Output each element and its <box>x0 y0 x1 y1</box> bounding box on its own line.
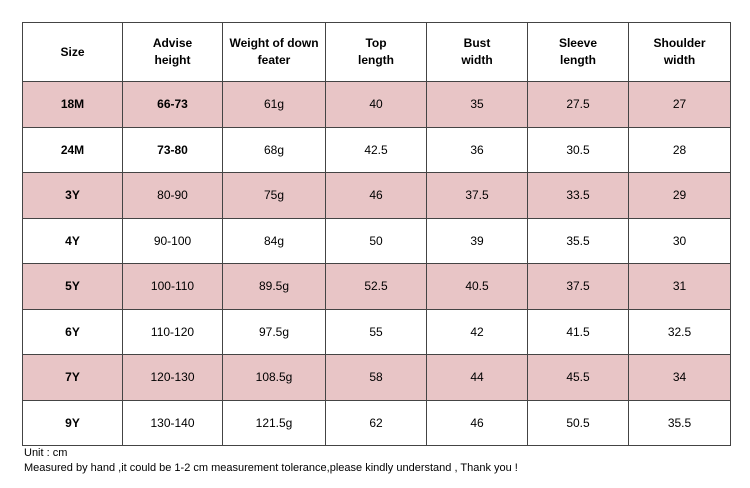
table-row: 6Y 110-120 97.5g 55 42 41.5 32.5 <box>22 308 731 355</box>
table-cell: 44 <box>426 354 528 401</box>
table-cell: 40.5 <box>426 263 528 310</box>
table-cell: 108.5g <box>222 354 326 401</box>
table-cell: 66-73 <box>122 81 223 128</box>
header-cell: Sleeve length <box>527 22 629 82</box>
header-cell: Size <box>22 22 123 82</box>
table-cell: 27.5 <box>527 81 629 128</box>
table-cell: 120-130 <box>122 354 223 401</box>
table-cell: 61g <box>222 81 326 128</box>
header-line: width <box>461 53 493 67</box>
table-cell: 29 <box>628 172 731 219</box>
header-line: Top <box>365 36 387 50</box>
table-cell: 97.5g <box>222 308 326 355</box>
table-row: 3Y 80-90 75g 46 37.5 33.5 29 <box>22 172 731 219</box>
table-cell: 39 <box>426 217 528 264</box>
header-line: Size <box>60 44 85 59</box>
table-cell: 31 <box>628 263 731 310</box>
header-line: Sleeve <box>558 36 598 50</box>
table-cell: 18M <box>22 81 123 128</box>
table-cell: 37.5 <box>527 263 629 310</box>
table-cell: 35 <box>426 81 528 128</box>
header-line: Shoulder <box>653 36 706 50</box>
table-cell: 45.5 <box>527 354 629 401</box>
table-cell: 3Y <box>22 172 123 219</box>
table-row: 9Y 130-140 121.5g 62 46 50.5 35.5 <box>22 399 731 446</box>
table-cell: 30 <box>628 217 731 264</box>
table-cell: 9Y <box>22 399 123 446</box>
header-line: Bust <box>463 36 491 50</box>
table-cell: 89.5g <box>222 263 326 310</box>
measure-note: Measured by hand ,it could be 1-2 cm mea… <box>24 462 518 474</box>
table-cell: 6Y <box>22 308 123 355</box>
table-cell: 55 <box>325 308 427 355</box>
table-cell: 24M <box>22 126 123 173</box>
table-cell: 90-100 <box>122 217 223 264</box>
header-line: width <box>663 53 696 67</box>
table-cell: 42 <box>426 308 528 355</box>
table-cell: 130-140 <box>122 399 223 446</box>
table-cell: 62 <box>325 399 427 446</box>
table-cell: 46 <box>426 399 528 446</box>
table-cell: 68g <box>222 126 326 173</box>
table-cell: 40 <box>325 81 427 128</box>
header-line: height <box>154 53 191 67</box>
table-cell: 80-90 <box>122 172 223 219</box>
header-cell: Bust width <box>426 22 528 82</box>
table-cell: 34 <box>628 354 731 401</box>
table-cell: 50.5 <box>527 399 629 446</box>
table-cell: 35.5 <box>628 399 731 446</box>
table-cell: 35.5 <box>527 217 629 264</box>
header-line: length <box>358 53 394 67</box>
table-row: 18M 66-73 61g 40 35 27.5 27 <box>22 81 731 128</box>
unit-note: Unit : cm <box>24 447 68 459</box>
header-line: feater <box>257 53 291 67</box>
header-cell: Shoulder width <box>628 22 731 82</box>
table-row: 5Y 100-110 89.5g 52.5 40.5 37.5 31 <box>22 263 731 310</box>
table-cell: 110-120 <box>122 308 223 355</box>
table-cell: 46 <box>325 172 427 219</box>
header-row: Size Advise height Weight of down feater Top l… <box>22 22 731 82</box>
table-cell: 32.5 <box>628 308 731 355</box>
table-cell: 4Y <box>22 217 123 264</box>
header-line: Weight of down <box>229 36 319 50</box>
header-cell: Top length <box>325 22 427 82</box>
table-cell: 41.5 <box>527 308 629 355</box>
header-cell: Weight of down feater <box>222 22 326 82</box>
table-cell: 75g <box>222 172 326 219</box>
table-cell: 7Y <box>22 354 123 401</box>
table-cell: 36 <box>426 126 528 173</box>
table-cell: 28 <box>628 126 731 173</box>
table-cell: 33.5 <box>527 172 629 219</box>
header-line: length <box>560 53 596 67</box>
header-line: Advise <box>152 36 193 50</box>
table-cell: 30.5 <box>527 126 629 173</box>
table-body: 18M 66-73 61g 40 35 27.5 27 24M 73-80 68g 42.5 36 30… <box>22 81 731 446</box>
table-cell: 84g <box>222 217 326 264</box>
table-cell: 42.5 <box>325 126 427 173</box>
header-cell: Advise height <box>122 22 223 82</box>
table-cell: 50 <box>325 217 427 264</box>
table-row: 24M 73-80 68g 42.5 36 30.5 28 <box>22 126 731 173</box>
table-cell: 5Y <box>22 263 123 310</box>
table-cell: 121.5g <box>222 399 326 446</box>
table-cell: 37.5 <box>426 172 528 219</box>
table-row: 7Y 120-130 108.5g 58 44 45.5 34 <box>22 354 731 401</box>
table-cell: 100-110 <box>122 263 223 310</box>
table-cell: 58 <box>325 354 427 401</box>
size-table: Size Advise height Weight of down feater Top l… <box>22 22 731 446</box>
table-cell: 73-80 <box>122 126 223 173</box>
table-cell: 27 <box>628 81 731 128</box>
table-cell: 52.5 <box>325 263 427 310</box>
table-row: 4Y 90-100 84g 50 39 35.5 30 <box>22 217 731 264</box>
